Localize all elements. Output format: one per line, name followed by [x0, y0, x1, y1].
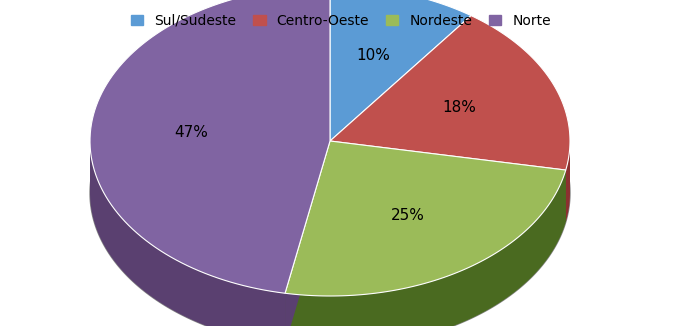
Polygon shape — [285, 141, 330, 326]
Polygon shape — [90, 142, 285, 326]
Text: 25%: 25% — [391, 208, 425, 223]
Polygon shape — [330, 141, 566, 222]
Polygon shape — [285, 141, 566, 296]
Legend: Sul/Sudeste, Centro-Oeste, Nordeste, Norte: Sul/Sudeste, Centro-Oeste, Nordeste, Nor… — [124, 7, 558, 35]
Polygon shape — [285, 141, 330, 326]
Polygon shape — [566, 142, 570, 222]
Polygon shape — [285, 170, 566, 326]
Polygon shape — [90, 0, 330, 293]
Polygon shape — [330, 0, 471, 141]
Polygon shape — [90, 38, 570, 326]
Text: 47%: 47% — [175, 125, 209, 140]
Polygon shape — [330, 141, 566, 222]
Text: 10%: 10% — [356, 48, 390, 63]
Text: 18%: 18% — [443, 100, 476, 115]
Polygon shape — [330, 16, 570, 170]
